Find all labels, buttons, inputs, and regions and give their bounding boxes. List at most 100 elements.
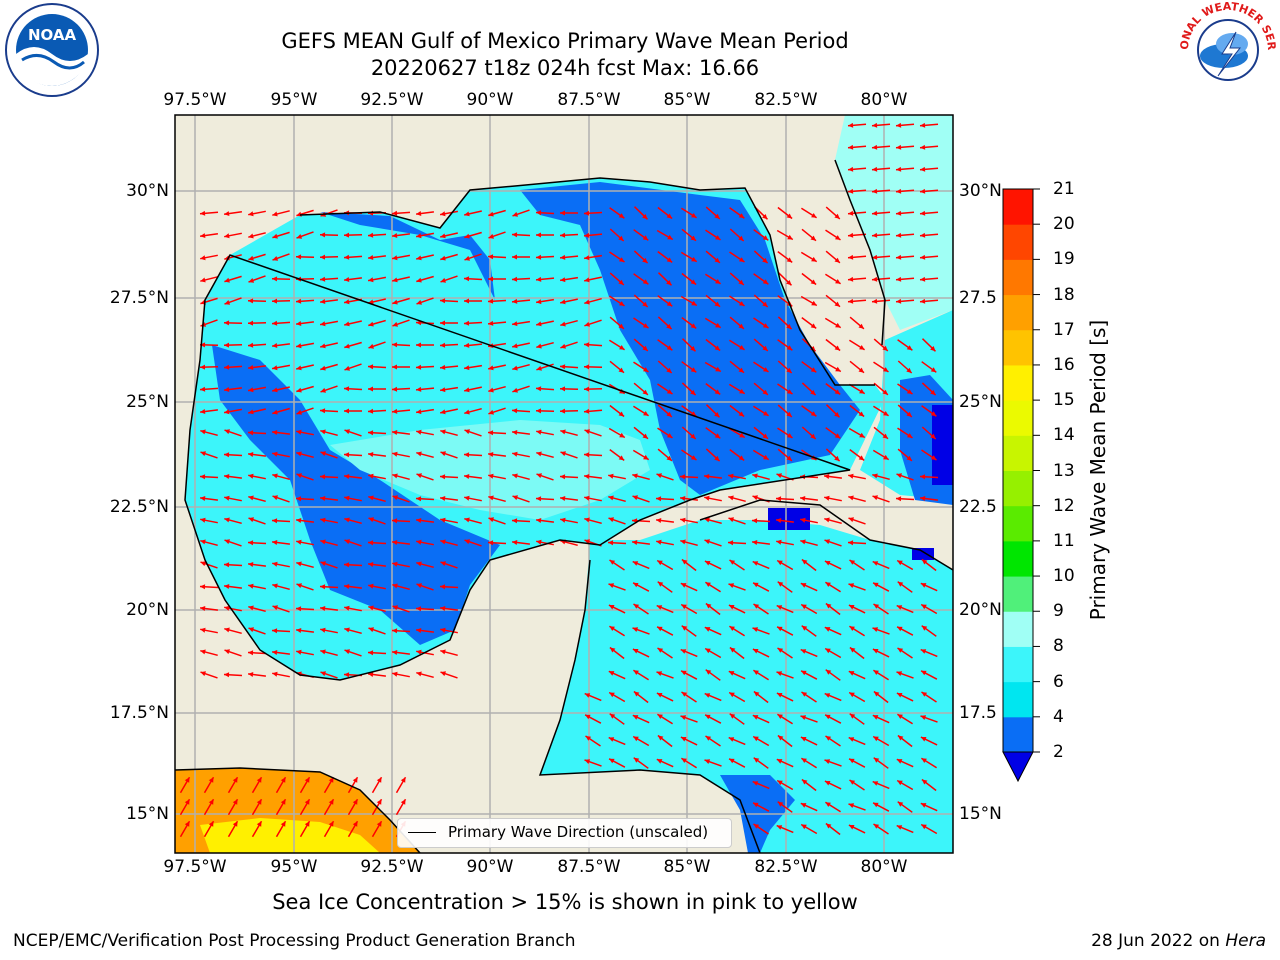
wave-arrow-head bbox=[618, 411, 625, 417]
wave-arrow-head bbox=[536, 429, 542, 435]
wave-arrow-head bbox=[786, 257, 793, 263]
wave-arrow-head bbox=[633, 757, 640, 763]
wave-arrow-head bbox=[368, 386, 373, 392]
wave-arrow-head bbox=[872, 254, 878, 260]
wave-arrow-head bbox=[272, 211, 278, 217]
wave-arrow-head bbox=[224, 409, 230, 415]
wave-arrow-head bbox=[786, 389, 793, 394]
wave-arrow-head bbox=[248, 495, 254, 501]
wave-arrow-head bbox=[786, 323, 792, 330]
wave-arrow-head bbox=[921, 758, 927, 763]
wave-arrow-head bbox=[777, 648, 784, 653]
wave-arrow-head bbox=[224, 517, 230, 523]
wave-arrow-head bbox=[896, 144, 902, 150]
wave-arrow-head bbox=[834, 345, 841, 351]
wave-arrow-head bbox=[667, 433, 673, 438]
wave-arrow-head bbox=[440, 277, 446, 283]
wave-arrow-head bbox=[920, 144, 926, 150]
wave-arrow-head bbox=[859, 345, 865, 350]
wave-arrow-head bbox=[392, 364, 397, 370]
wave-arrow-head bbox=[896, 759, 903, 764]
wave-arrow-head bbox=[512, 343, 518, 349]
wave-arrow-head bbox=[608, 495, 614, 501]
wave-arrow-head bbox=[368, 672, 374, 677]
wave-arrow-head bbox=[320, 276, 326, 282]
wave-arrow-head bbox=[368, 232, 374, 238]
wave-arrow-head bbox=[392, 321, 398, 327]
wave-arrow-head bbox=[272, 276, 278, 282]
wave-arrow-head bbox=[872, 232, 878, 238]
wave-arrow-head bbox=[752, 627, 759, 632]
wave-arrow-head bbox=[714, 257, 720, 263]
wave-arrow-head bbox=[753, 802, 759, 808]
wave-arrow-head bbox=[920, 122, 926, 128]
wave-arrow-head bbox=[224, 605, 230, 611]
wave-arrow-head bbox=[416, 671, 422, 677]
wave-arrow-head bbox=[488, 211, 494, 217]
lat-label: 22.5 bbox=[959, 497, 997, 517]
wave-arrow-head bbox=[920, 188, 926, 194]
colorbar-label: Primary Wave Mean Period [s] bbox=[1086, 319, 1110, 621]
wave-arrow-head bbox=[296, 387, 302, 393]
wave-arrow-head bbox=[848, 232, 854, 238]
wave-arrow-head bbox=[416, 561, 422, 567]
wave-arrow-head bbox=[584, 693, 591, 698]
wave-arrow-head bbox=[512, 232, 518, 238]
wave-arrow-head bbox=[920, 254, 926, 260]
wave-arrow-head bbox=[618, 279, 624, 285]
wave-arrow-head bbox=[368, 321, 374, 327]
wave-arrow-head bbox=[272, 495, 278, 501]
wave-arrow-head bbox=[368, 277, 374, 283]
wave-arrow-head bbox=[416, 628, 422, 633]
wave-arrow-head bbox=[224, 672, 230, 678]
colorbar-tick-label: 14 bbox=[1053, 425, 1075, 446]
wave-arrow-head bbox=[834, 257, 840, 263]
wave-arrow-head bbox=[714, 412, 720, 418]
wave-arrow-head bbox=[834, 412, 840, 418]
wave-arrow-head bbox=[416, 364, 422, 370]
wave-arrow-head bbox=[848, 825, 855, 830]
wave-arrow-head bbox=[873, 757, 880, 763]
wave-arrow-head bbox=[256, 821, 262, 827]
wave-arrow-head bbox=[488, 365, 494, 371]
wave-arrow-head bbox=[704, 759, 711, 764]
wave-arrow-head bbox=[849, 780, 856, 785]
wave-arrow-head bbox=[584, 408, 590, 414]
wave-arrow-head bbox=[705, 582, 711, 587]
wave-arrow-head bbox=[930, 346, 936, 352]
colorbar-tick-label: 2 bbox=[1053, 742, 1064, 762]
colorbar-tick-label: 15 bbox=[1053, 390, 1075, 411]
wave-arrow-head bbox=[272, 540, 278, 545]
wave-arrow-head bbox=[608, 671, 615, 676]
wave-arrow-head bbox=[328, 777, 334, 783]
gulf-short-period-zone bbox=[520, 182, 860, 495]
colorbar-tick-label: 13 bbox=[1053, 460, 1075, 481]
wave-arrow-head bbox=[824, 781, 831, 786]
wave-arrow-head bbox=[224, 649, 230, 655]
lat-label: 25°N bbox=[959, 392, 1002, 412]
wave-arrow-head bbox=[666, 257, 673, 263]
wave-arrow-head bbox=[248, 583, 254, 589]
wave-arrow-head bbox=[392, 583, 398, 589]
wave-arrow-head bbox=[921, 625, 928, 631]
wave-arrow-head bbox=[704, 539, 710, 545]
wave-arrow-head bbox=[690, 433, 696, 439]
pacific-water-yellow bbox=[200, 818, 380, 853]
wave-arrow-head bbox=[464, 409, 470, 415]
wave-arrow-head bbox=[440, 606, 446, 611]
wave-arrow-head bbox=[584, 277, 590, 283]
wave-arrow-head bbox=[608, 737, 615, 742]
wave-arrow-head bbox=[896, 166, 902, 172]
wave-arrow-head bbox=[825, 823, 832, 829]
wave-arrow-head bbox=[680, 583, 687, 588]
wave-arrow-head bbox=[200, 517, 206, 523]
wave-arrow-head bbox=[296, 583, 302, 589]
wave-arrow-head bbox=[801, 559, 808, 565]
wave-arrow-head bbox=[488, 298, 494, 304]
colorbar-tick-label: 4 bbox=[1053, 706, 1064, 727]
colorbar-tick-label: 17 bbox=[1053, 319, 1075, 340]
wave-arrow-head bbox=[666, 213, 673, 219]
wave-arrow-head bbox=[632, 561, 639, 566]
wave-arrow-head bbox=[825, 714, 831, 720]
wave-arrow-head bbox=[762, 235, 769, 241]
